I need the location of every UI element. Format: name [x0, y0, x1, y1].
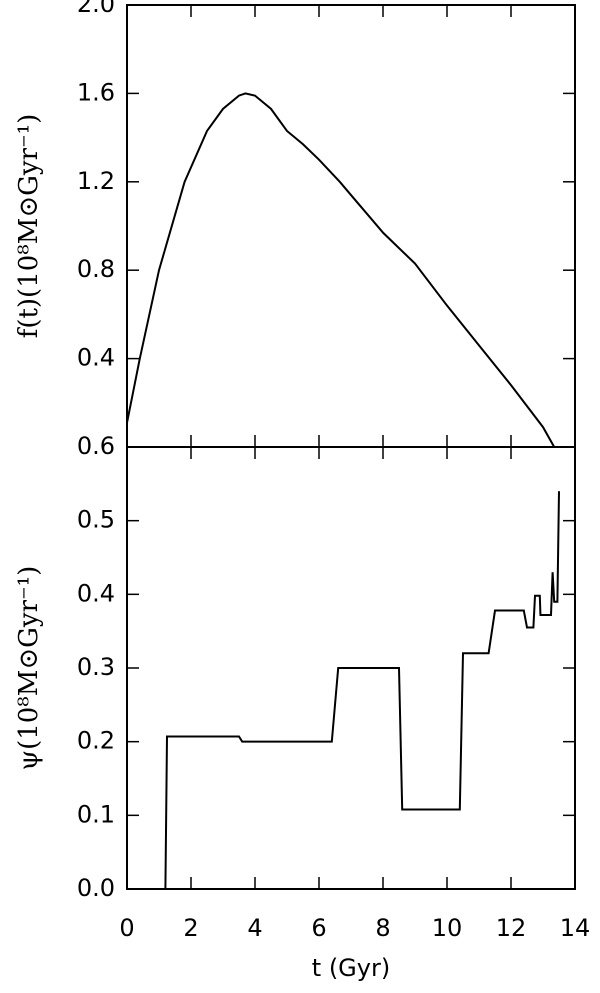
x-tick-label: 12: [496, 914, 527, 942]
x-axis-title: t (Gyr): [312, 954, 390, 982]
data-line: [127, 491, 560, 890]
x-tick-label: 2: [183, 914, 198, 942]
y-tick-label: 1.6: [77, 78, 115, 106]
y-tick-label: 0.2: [77, 727, 115, 755]
y-tick-label: 0.6: [77, 432, 115, 460]
y-axis-title: ψ(10⁸M⊙Gyr⁻¹): [14, 566, 44, 771]
data-line: [126, 92, 556, 448]
y-tick-label: 0.3: [77, 653, 115, 681]
y-tick-label: 0.5: [77, 506, 115, 534]
x-tick-label: 14: [560, 914, 591, 942]
y-tick-label: 0.4: [77, 579, 115, 607]
y-tick-label: 0.0: [77, 874, 115, 902]
x-tick-label: 4: [247, 914, 262, 942]
x-tick-label: 6: [311, 914, 326, 942]
x-tick-label: 8: [375, 914, 390, 942]
y-tick-label: 1.2: [77, 167, 115, 195]
x-tick-label: 0: [119, 914, 134, 942]
x-tick-label: 10: [432, 914, 463, 942]
y-tick-label: 0.1: [77, 800, 115, 828]
y-axis-title: f(t)(10⁸M⊙Gyr⁻¹): [14, 114, 44, 339]
y-tick-label: 0.8: [77, 255, 115, 283]
y-tick-label: 0.4: [77, 344, 115, 372]
y-tick-label: 2.0: [77, 0, 115, 18]
